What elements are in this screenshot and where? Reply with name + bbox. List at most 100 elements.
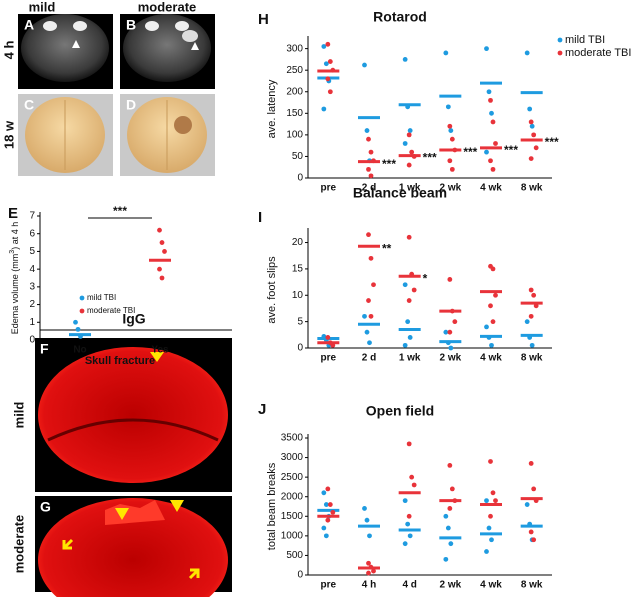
data-point xyxy=(488,97,493,103)
data-point xyxy=(330,509,336,515)
y-tick-label: 50 xyxy=(292,151,304,162)
data-point xyxy=(527,106,533,112)
data-point xyxy=(406,132,412,138)
y-tick-label: 7 xyxy=(29,211,35,222)
x-tick-label: 2 wk xyxy=(439,353,461,364)
data-point xyxy=(157,266,162,272)
data-point xyxy=(406,441,412,447)
data-point xyxy=(448,128,454,133)
y-tick-label: 250 xyxy=(286,65,303,76)
y-tick-label: 10 xyxy=(292,290,304,301)
significance-label: *** xyxy=(113,204,127,218)
y-tick-label: 1000 xyxy=(281,530,304,541)
data-point xyxy=(488,459,493,464)
data-point xyxy=(409,474,415,480)
data-point xyxy=(325,517,331,523)
data-point xyxy=(411,482,417,488)
data-point xyxy=(484,324,489,330)
x-tick-label: 4 wk xyxy=(480,580,502,591)
data-point xyxy=(364,517,370,523)
y-axis-label: ave. foot slips xyxy=(266,256,278,324)
y-tick-label: 0 xyxy=(297,343,303,354)
panel-label: H xyxy=(258,11,269,28)
data-point xyxy=(364,329,370,335)
data-point xyxy=(157,227,162,233)
data-point xyxy=(452,319,458,325)
panel-label: C xyxy=(24,97,34,113)
legend-marker xyxy=(557,37,563,43)
data-point xyxy=(73,319,78,325)
data-point xyxy=(321,525,327,531)
data-point xyxy=(488,303,493,309)
y-tick-label: 500 xyxy=(286,550,303,561)
y-tick-label: 2 xyxy=(29,299,35,310)
data-point xyxy=(524,50,530,56)
data-point xyxy=(327,59,333,64)
data-point xyxy=(366,298,371,303)
x-tick-label: 1 wk xyxy=(399,353,421,364)
data-point xyxy=(489,342,494,348)
x-tick-label: 8 wk xyxy=(521,353,543,364)
data-point xyxy=(402,282,408,288)
data-point xyxy=(449,166,455,172)
y-tick-label: 3 xyxy=(29,281,35,292)
data-point xyxy=(447,123,453,129)
legend-marker xyxy=(79,295,85,301)
data-point xyxy=(364,128,370,133)
x-tick-label: No xyxy=(73,345,86,356)
x-tick-label: 4 h xyxy=(362,580,376,591)
legend-label: mild TBI xyxy=(87,293,116,302)
row-label: 4 h xyxy=(1,41,16,60)
data-point xyxy=(490,266,496,272)
data-point xyxy=(402,342,408,348)
significance-label: *** xyxy=(382,157,396,171)
data-point xyxy=(367,340,372,346)
data-point xyxy=(159,240,165,245)
x-tick-label: pre xyxy=(321,353,337,364)
data-point xyxy=(524,319,530,325)
data-point xyxy=(488,158,493,164)
legend-label: moderate TBI xyxy=(87,306,135,315)
y-axis-label: Edema volume (mm3) at 4 h xyxy=(9,222,21,334)
data-point xyxy=(362,62,367,68)
panel-label: F xyxy=(40,341,49,357)
data-point xyxy=(528,287,534,293)
panel-label: A xyxy=(24,17,34,33)
data-point xyxy=(366,166,371,172)
data-point xyxy=(323,533,329,539)
data-point xyxy=(402,541,408,547)
data-point xyxy=(325,41,331,47)
y-tick-label: 3000 xyxy=(281,452,304,463)
data-point xyxy=(448,345,454,351)
data-point xyxy=(490,119,496,125)
data-point xyxy=(362,506,367,511)
data-point xyxy=(402,57,408,62)
data-point xyxy=(371,568,376,574)
data-point xyxy=(529,342,535,348)
chart-title: Rotarod xyxy=(373,9,427,25)
y-tick-label: 3500 xyxy=(281,433,304,444)
data-point xyxy=(406,234,412,240)
data-point xyxy=(493,498,498,504)
data-point xyxy=(531,292,537,298)
y-axis-label: ave. latency xyxy=(266,79,278,138)
data-point xyxy=(406,162,412,168)
brain-photos xyxy=(18,94,215,176)
data-point xyxy=(484,549,489,554)
x-axis-label: Skull fracture xyxy=(85,355,155,367)
y-tick-label: 15 xyxy=(292,264,304,275)
y-tick-label: 200 xyxy=(286,86,303,97)
data-point xyxy=(528,156,534,161)
data-point xyxy=(493,292,498,298)
data-point xyxy=(447,463,453,468)
data-point xyxy=(325,76,331,82)
data-point xyxy=(447,329,453,335)
significance-label: *** xyxy=(423,151,437,165)
panel-label: J xyxy=(258,401,266,418)
data-point xyxy=(484,46,489,52)
column-label: moderate xyxy=(138,0,197,14)
data-point xyxy=(402,498,408,504)
data-point xyxy=(405,319,411,325)
data-point xyxy=(368,149,374,155)
x-tick-label: 8 wk xyxy=(521,183,543,194)
